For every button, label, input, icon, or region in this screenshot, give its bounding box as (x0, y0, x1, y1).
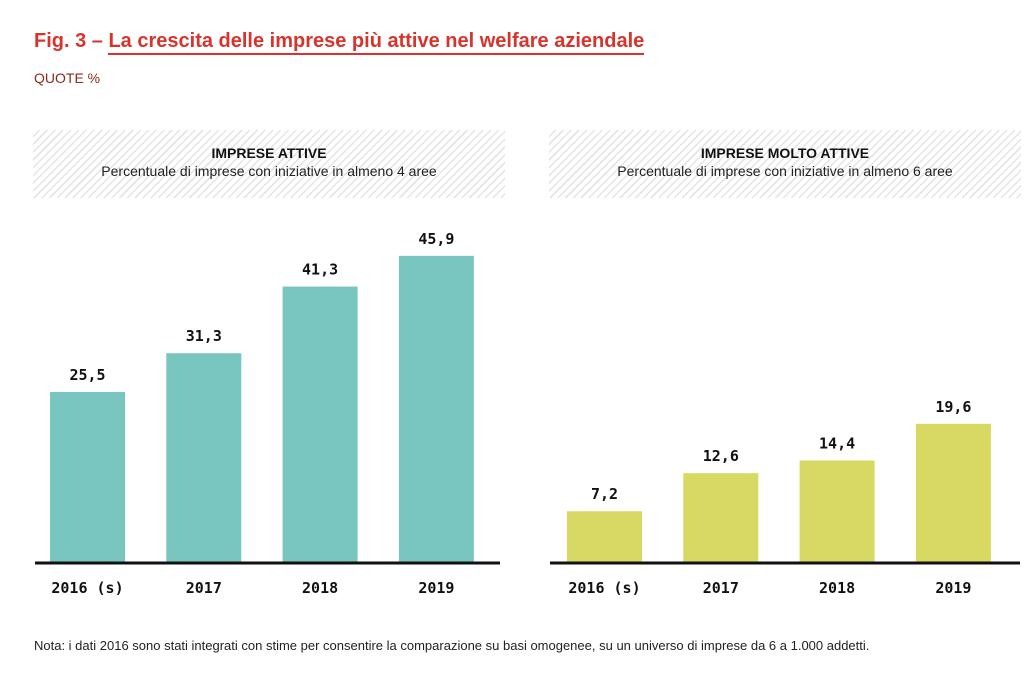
bar (166, 353, 242, 562)
category-label: 2019 (935, 579, 971, 597)
data-label: 41,3 (302, 261, 338, 279)
panel-header-left: IMPRESE ATTIVE Percentuale di imprese co… (33, 130, 505, 198)
category-label: 2017 (703, 579, 739, 597)
bar (567, 511, 642, 562)
figure-subtitle: QUOTE % (34, 70, 101, 86)
category-label: 2016 (s) (51, 579, 123, 597)
footnote: Nota: i dati 2016 sono stati integrati c… (34, 638, 870, 653)
bar (799, 460, 875, 562)
data-label: 19,6 (935, 398, 971, 416)
data-label: 31,3 (186, 327, 222, 345)
data-label: 25,5 (69, 366, 105, 384)
data-label: 14,4 (819, 434, 855, 452)
data-label: 12,6 (703, 447, 739, 465)
panel-subtitle: Percentuale di imprese con iniziative in… (617, 163, 953, 179)
panel-header-right: IMPRESE MOLTO ATTIVE Percentuale di impr… (549, 130, 1021, 198)
category-label: 2016 (s) (568, 579, 640, 597)
figure-number: Fig. 3 – (34, 30, 109, 52)
panel-subtitle: Percentuale di imprese con iniziative in… (101, 163, 437, 179)
category-label: 2017 (186, 579, 222, 597)
bar (282, 286, 358, 562)
figure-title: Fig. 3 – La crescita delle imprese più a… (34, 30, 645, 55)
category-label: 2019 (418, 579, 454, 597)
data-label: 45,9 (418, 230, 454, 248)
category-label: 2018 (302, 579, 338, 597)
bar (683, 473, 759, 562)
panel-title: IMPRESE ATTIVE (211, 145, 327, 161)
data-label: 7,2 (591, 485, 618, 503)
category-label: 2018 (819, 579, 855, 597)
bar (915, 423, 991, 562)
panel-title: IMPRESE MOLTO ATTIVE (700, 145, 870, 161)
figure-title-text: La crescita delle imprese più attive nel… (108, 30, 645, 55)
bar (50, 391, 125, 562)
bar (398, 255, 474, 563)
